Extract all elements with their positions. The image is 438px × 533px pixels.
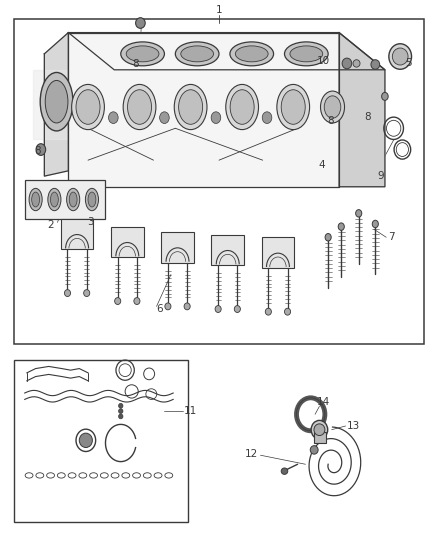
Polygon shape [68,33,339,187]
Text: 5: 5 [406,59,412,68]
Ellipse shape [353,60,360,67]
Ellipse shape [356,209,362,217]
Ellipse shape [179,90,203,124]
Bar [261,237,294,268]
Text: 6: 6 [157,304,163,314]
Text: 11: 11 [184,406,197,416]
Bar [111,227,144,257]
Text: 1: 1 [215,5,223,15]
Ellipse shape [324,96,341,118]
Ellipse shape [123,84,156,130]
Ellipse shape [211,112,221,124]
Ellipse shape [64,289,71,296]
Text: 3: 3 [87,217,93,228]
Polygon shape [44,33,68,176]
Ellipse shape [290,46,323,62]
Bar [212,235,244,265]
Polygon shape [68,33,385,70]
Ellipse shape [134,297,140,304]
Text: 7: 7 [388,232,395,243]
Ellipse shape [314,424,325,435]
Ellipse shape [310,446,318,454]
Ellipse shape [389,44,412,69]
Text: 8: 8 [327,116,334,126]
Ellipse shape [84,289,90,296]
Ellipse shape [235,46,268,62]
Ellipse shape [88,192,96,207]
Bar [14,360,188,522]
Bar [61,219,93,249]
Ellipse shape [119,403,123,408]
Ellipse shape [48,188,61,211]
Text: 14: 14 [317,397,330,407]
Ellipse shape [262,112,272,124]
Ellipse shape [79,433,92,448]
Ellipse shape [174,84,207,130]
Ellipse shape [175,42,219,66]
Ellipse shape [234,305,240,312]
Ellipse shape [285,308,290,315]
Text: 4: 4 [318,160,325,171]
Ellipse shape [109,112,118,124]
Ellipse shape [69,192,77,207]
Ellipse shape [281,90,305,124]
Ellipse shape [381,92,388,100]
Ellipse shape [230,42,274,66]
Bar [161,232,194,263]
Text: 8: 8 [133,60,139,69]
Ellipse shape [40,72,73,131]
Ellipse shape [226,84,258,130]
Ellipse shape [215,305,221,312]
Text: 8: 8 [35,146,41,156]
Ellipse shape [136,18,145,28]
Text: 8: 8 [364,111,371,122]
Ellipse shape [371,60,380,69]
Ellipse shape [115,297,121,304]
Ellipse shape [67,188,80,211]
Ellipse shape [76,90,100,124]
Ellipse shape [126,46,159,62]
Ellipse shape [127,90,152,124]
Ellipse shape [36,144,46,156]
Bar [314,432,325,443]
Polygon shape [33,70,68,139]
Text: 13: 13 [347,421,360,431]
Ellipse shape [181,46,214,62]
Ellipse shape [85,188,99,211]
Ellipse shape [392,48,408,65]
Text: 10: 10 [317,56,330,66]
Ellipse shape [72,84,104,130]
Ellipse shape [230,90,254,124]
Bar [14,19,424,344]
Ellipse shape [265,308,272,315]
Ellipse shape [277,84,310,130]
Ellipse shape [342,58,352,69]
Bar [25,180,106,219]
Ellipse shape [285,42,328,66]
Text: 12: 12 [245,449,258,458]
Polygon shape [339,33,385,187]
Ellipse shape [159,112,169,124]
Ellipse shape [119,414,123,419]
Ellipse shape [50,192,58,207]
Ellipse shape [121,42,164,66]
Ellipse shape [281,468,288,474]
Ellipse shape [321,91,345,123]
Ellipse shape [29,188,42,211]
Text: 9: 9 [377,171,384,181]
Ellipse shape [311,421,328,439]
Text: 2: 2 [48,220,54,230]
Ellipse shape [338,223,344,230]
Ellipse shape [119,409,123,414]
Ellipse shape [32,192,39,207]
Ellipse shape [325,233,331,241]
Ellipse shape [372,220,378,228]
Ellipse shape [45,80,68,123]
Ellipse shape [184,303,190,310]
Ellipse shape [165,303,171,310]
